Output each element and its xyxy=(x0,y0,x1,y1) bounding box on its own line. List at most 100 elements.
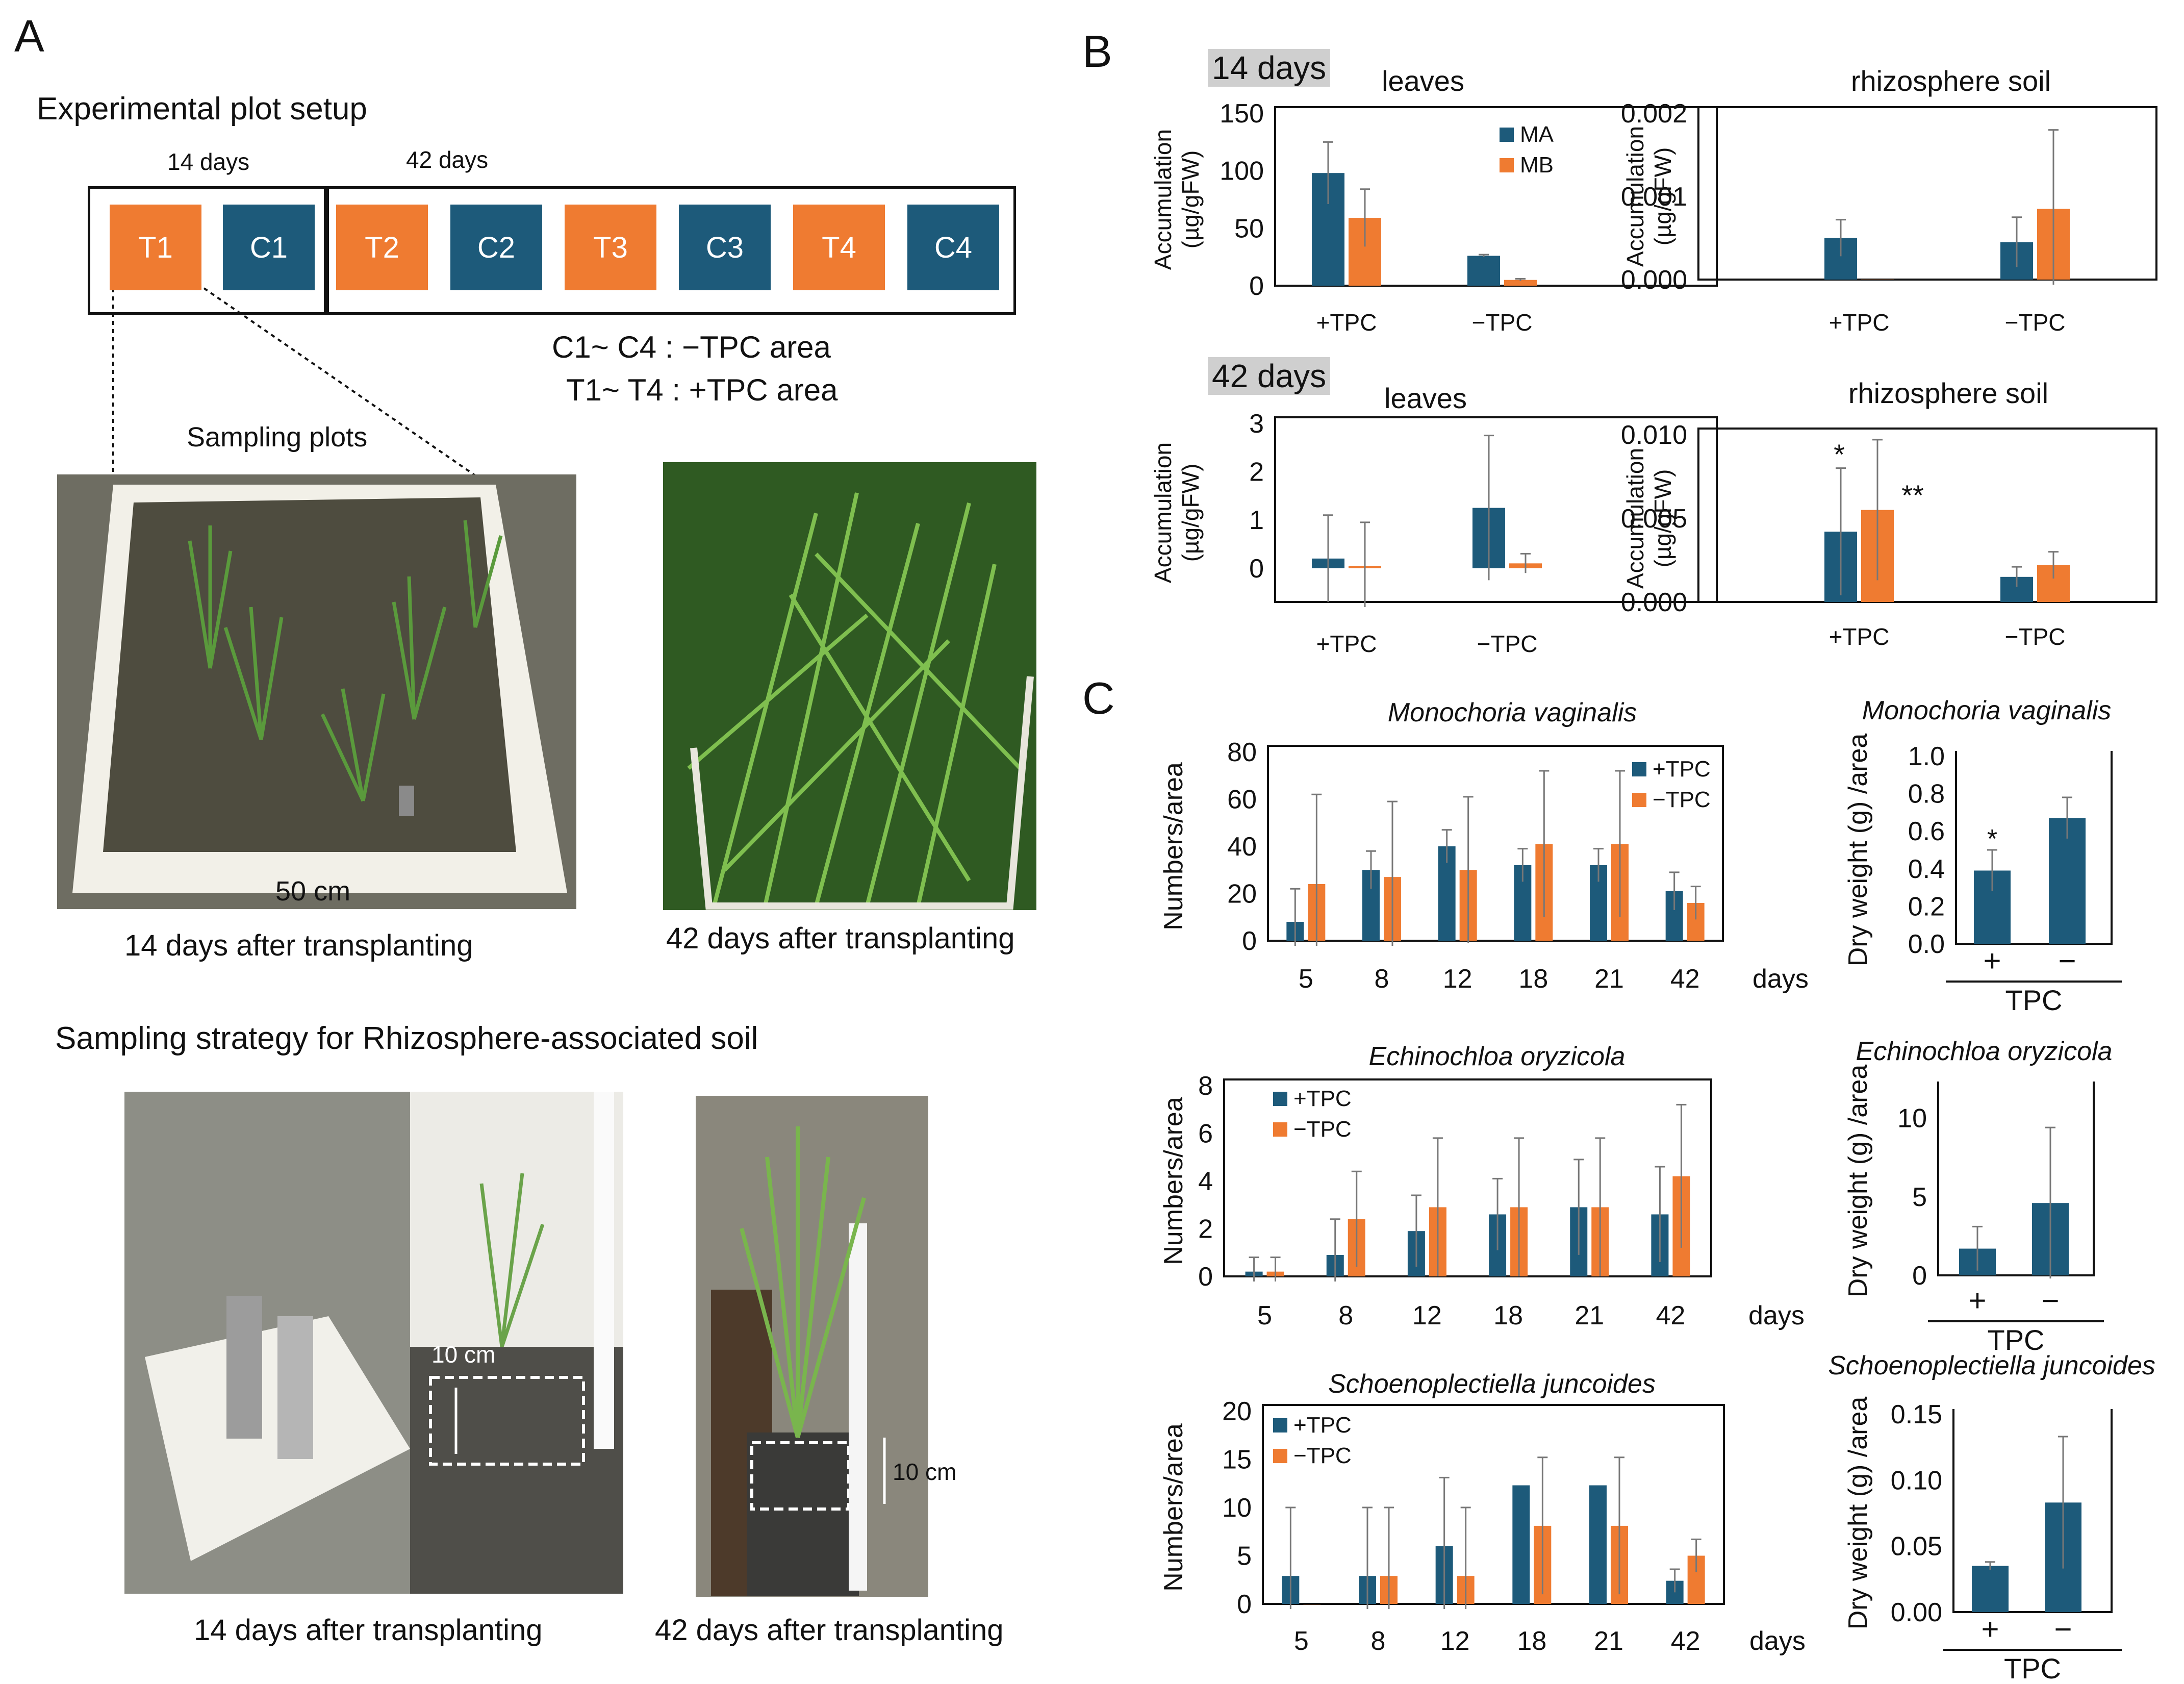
c_mv_num-ytick-0: 0 xyxy=(1242,926,1257,956)
c_mv_dw-annot-0: * xyxy=(1987,824,1997,854)
c_mv_num-ytick-3: 60 xyxy=(1227,785,1257,815)
c_sj_num-bar-s0-c4 xyxy=(1589,1485,1607,1604)
b42_soil-ytick-2: 0.010 xyxy=(1621,420,1687,450)
c_mv_num-xtick-4: 21 xyxy=(1594,964,1624,994)
c_sj_dw-xtick-0: + xyxy=(1981,1612,1999,1646)
sampling-plots-label: Sampling plots xyxy=(187,422,368,453)
plot-cell-t2: T2 xyxy=(336,205,428,290)
c_sj_num-bar-s0-c3 xyxy=(1512,1485,1530,1604)
c_mv_dw-bar-s0-c1 xyxy=(2049,818,2086,944)
c_mv_dw-xlabel: TPC xyxy=(2005,984,2063,1016)
plot-group-14 xyxy=(88,186,326,315)
legend-t-area: T1~ T4 : +TPC area xyxy=(566,373,838,407)
c_mv_num-xtick-5: 42 xyxy=(1670,964,1700,994)
b42_soil-ytick-0: 0.000 xyxy=(1621,588,1687,617)
c_eo_dw-ylabel: Dry weight (g) /area xyxy=(1843,1065,1873,1298)
b14_soil-xtick-0: +TPC xyxy=(1829,309,1890,336)
c_sj_num-ylabel-text: Numbers/area xyxy=(1159,1423,1188,1592)
plot-cell-c4: C4 xyxy=(907,205,999,290)
b14_leaves-legend-label-0: MA xyxy=(1520,122,1554,147)
plot-cell-c3: C3 xyxy=(679,205,771,290)
c_eo_num-xtick-2: 12 xyxy=(1412,1301,1442,1330)
c_sj_num-xtick-3: 18 xyxy=(1517,1626,1546,1656)
scale-50cm: 50 cm xyxy=(275,876,351,907)
c_sj_dw-ytick-3: 0.15 xyxy=(1891,1400,1942,1429)
c_mv_num-legend-label-0: +TPC xyxy=(1653,757,1711,782)
b42_leaves-ytick-2: 2 xyxy=(1249,458,1264,487)
b14_leaves-xtick-0: +TPC xyxy=(1316,309,1377,336)
c_eo_num-ytick-3: 6 xyxy=(1198,1119,1213,1149)
c_mv_num-xlabel: days xyxy=(1753,964,1809,994)
c_eo_num-legend-label-1: −TPC xyxy=(1293,1117,1352,1142)
b14_leaves-legend-swatch-0 xyxy=(1500,128,1514,142)
c_eo_dw-ylabel-text: Dry weight (g) /area xyxy=(1843,1065,1873,1298)
c_sj_dw-ytick-1: 0.05 xyxy=(1891,1532,1942,1562)
c_eo_num-xtick-3: 18 xyxy=(1493,1301,1523,1330)
b14_leaves-ylabel-line2: (µg/gFW) xyxy=(1177,150,1204,249)
c_mv_num-ylabel: Numbers/area xyxy=(1159,762,1188,931)
b14_soil-ylabel-line1: Accumulation xyxy=(1622,126,1648,267)
c_sj_num-legend-swatch-0 xyxy=(1273,1418,1287,1432)
c_mv_dw-title: Monochoria vaginalis xyxy=(1862,696,2112,725)
badge-14-days: 14 days xyxy=(1208,49,1331,87)
b14_soil-frame xyxy=(1697,106,2157,281)
b42_leaves-xtick-1: −TPC xyxy=(1477,631,1538,657)
b42_soil-frame xyxy=(1697,428,2157,603)
c_eo_num-xtick-5: 42 xyxy=(1656,1301,1685,1330)
c_eo_dw-ytick-0: 0 xyxy=(1912,1261,1927,1291)
c_eo_num-xlabel: days xyxy=(1748,1301,1805,1330)
b42_soil-xtick-0: +TPC xyxy=(1829,623,1890,650)
panel-c-letter: C xyxy=(1082,673,1115,723)
c_sj_num-ytick-0: 0 xyxy=(1237,1590,1252,1619)
photo-plot-42-days xyxy=(663,462,1036,910)
b14_soil-ylabel: Accumulation (µg/gFW) xyxy=(1622,126,1676,267)
c_mv_dw-ylabel-text: Dry weight (g) /area xyxy=(1843,734,1873,967)
c_sj_num-xtick-0: 5 xyxy=(1294,1626,1309,1656)
c_sj_dw-xlabel: TPC xyxy=(2004,1652,2061,1684)
sampling-strategy-title: Sampling strategy for Rhizosphere-associ… xyxy=(55,1021,758,1056)
c_sj_num-xlabel: days xyxy=(1749,1626,1806,1656)
c_sj_num-xtick-2: 12 xyxy=(1440,1626,1470,1656)
c_sj_num-ylabel: Numbers/area xyxy=(1159,1423,1188,1592)
c_eo_num-xtick-4: 21 xyxy=(1574,1301,1604,1330)
c_sj_num-ytick-2: 10 xyxy=(1222,1493,1252,1523)
c_mv_num-xtick-3: 18 xyxy=(1518,964,1548,994)
c_sj_dw-ytick-2: 0.10 xyxy=(1891,1466,1942,1495)
caption-14-days-soil: 14 days after transplanting xyxy=(194,1614,543,1647)
c_sj_num-legend-swatch-1 xyxy=(1273,1449,1287,1463)
c_sj_num-ytick-3: 15 xyxy=(1222,1445,1252,1475)
c_mv_num-ytick-4: 80 xyxy=(1227,738,1257,767)
c_mv_num-ytick-2: 40 xyxy=(1227,832,1257,862)
c_sj_num-legend-label-0: +TPC xyxy=(1293,1413,1352,1438)
c_mv_dw-ytick-3: 0.6 xyxy=(1908,817,1945,846)
label-14-days: 14 days xyxy=(167,148,250,175)
c_sj_num-ytick-4: 20 xyxy=(1222,1397,1252,1426)
c_mv_dw-ytick-1: 0.2 xyxy=(1908,892,1945,921)
c_mv_num-xtick-0: 5 xyxy=(1299,964,1313,994)
panel-a-letter: A xyxy=(14,11,44,61)
c_eo_num-ytick-4: 8 xyxy=(1198,1071,1213,1101)
c_sj_dw-ylabel: Dry weight (g) /area xyxy=(1843,1397,1873,1630)
c_eo_dw-xlabel: TPC xyxy=(1988,1324,2045,1356)
b14_soil-ylabel-line2: (µg/gFW) xyxy=(1649,147,1676,246)
plot-cell-c1: C1 xyxy=(223,205,315,290)
c_eo_num-legend-swatch-1 xyxy=(1273,1122,1287,1137)
b42_leaves-ytick-3: 3 xyxy=(1249,409,1264,439)
b14_leaves-legend-swatch-1 xyxy=(1500,158,1514,172)
b42_leaves-ylabel: Accumulation (µg/gFW) xyxy=(1150,442,1204,583)
c_mv_num-xtick-2: 12 xyxy=(1443,964,1472,994)
c_eo_num-frame xyxy=(1223,1078,1712,1277)
plot-cell-t4: T4 xyxy=(793,205,885,290)
c_sj_dw-title: Schoenoplectiella juncoides xyxy=(1828,1351,2155,1380)
b14_soil-ytick-2: 0.002 xyxy=(1621,99,1687,129)
c_sj_num-xtick-5: 42 xyxy=(1671,1626,1700,1656)
b14_leaves-ylabel-line1: Accumulation xyxy=(1150,129,1176,270)
c_eo_num-legend-swatch-0 xyxy=(1273,1092,1287,1106)
b42_soil-annot-1: ** xyxy=(1901,479,1924,511)
c_sj_dw-xtick-1: − xyxy=(2054,1612,2072,1646)
c_eo_num-xtick-0: 5 xyxy=(1257,1301,1272,1330)
b42_leaves-ylabel-line1: Accumulation xyxy=(1150,442,1176,583)
legend-c-area: C1~ C4 : −TPC area xyxy=(552,330,831,364)
c_eo_num-ytick-1: 2 xyxy=(1198,1215,1213,1244)
